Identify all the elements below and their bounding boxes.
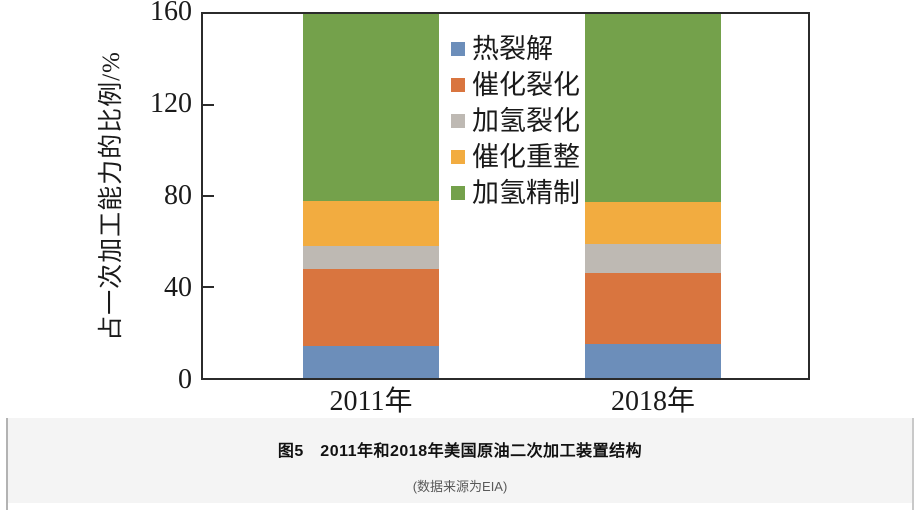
caption-band: 图5 2011年和2018年美国原油二次加工装置结构 (数据来源为EIA) [8,418,912,503]
y-axis-title: 占一次加工能力的比例/% [98,51,125,341]
segment-热裂解 [303,346,439,378]
y-axis-tick [203,195,214,197]
y-tick-label: 120 [150,88,192,119]
y-axis-tick [203,286,214,288]
y-tick-label: 0 [178,364,192,395]
legend-label: 加氢精制 [472,178,580,208]
bar-2011年 [303,14,439,378]
legend-item: 催化裂化 [451,71,580,99]
legend-label: 热裂解 [472,34,553,64]
legend-label: 加氢裂化 [472,106,580,136]
figure-source: (数据来源为EIA) [412,479,508,494]
segment-催化重整 [303,200,439,247]
legend-swatch-icon [451,78,465,92]
legend-item: 加氢裂化 [451,107,580,135]
segment-催化裂化 [303,268,439,347]
legend-swatch-icon [451,150,465,164]
legend-item: 热裂解 [451,35,580,63]
y-axis-tick [203,104,214,106]
y-tick-label: 160 [150,0,192,27]
legend-swatch-icon [451,114,465,128]
x-tick-label: 2018年 [610,386,695,417]
legend-swatch-icon [451,186,465,200]
segment-加氢裂化 [303,246,439,269]
segment-催化裂化 [585,273,721,344]
segment-加氢裂化 [585,243,721,274]
legend: 热裂解催化裂化加氢裂化催化重整加氢精制 [451,35,580,215]
bar-2018年 [585,14,721,378]
y-tick-label: 80 [164,180,192,211]
x-tick-label: 2011年 [329,386,413,417]
legend-item: 催化重整 [451,143,580,171]
plot-area [201,12,810,380]
legend-item: 加氢精制 [451,179,580,207]
legend-label: 催化裂化 [472,70,580,100]
segment-加氢精制 [585,14,721,202]
stacked-bar-chart: 占一次加工能力的比例/% 0 40 80 120 160 2011年 2018年 热裂解催… [98,0,810,417]
legend-swatch-icon [451,42,465,56]
segment-催化重整 [585,201,721,244]
figure-caption: 图5 2011年和2018年美国原油二次加工装置结构 [277,443,643,460]
y-tick-label: 40 [164,272,192,303]
legend-label: 催化重整 [472,142,580,172]
segment-加氢精制 [303,14,439,201]
segment-热裂解 [585,343,721,378]
